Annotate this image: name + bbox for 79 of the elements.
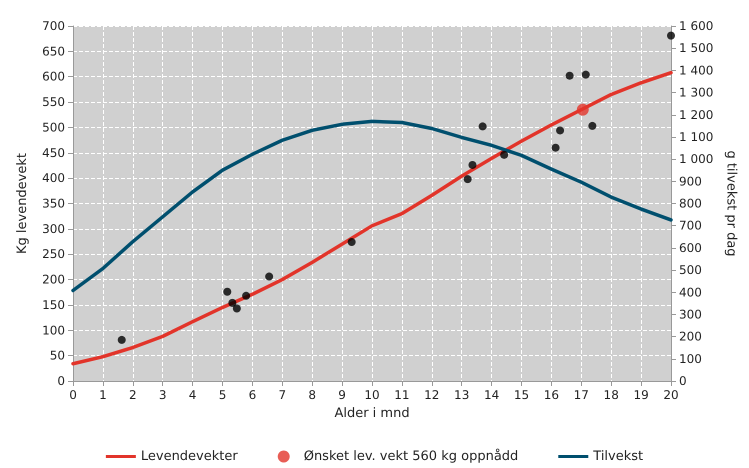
legend-label: Levendevekter — [140, 449, 238, 464]
point — [588, 122, 596, 130]
y-tick-label: 700 — [42, 19, 65, 33]
y-tick-label: 550 — [42, 95, 65, 110]
x-tick-label: 18 — [604, 388, 619, 402]
y2-tick-label: 1 300 — [679, 86, 714, 100]
point — [556, 126, 564, 134]
y2-tick-label: 1 200 — [679, 108, 714, 122]
x-tick-label: 2 — [128, 388, 137, 402]
x-tick-label: 6 — [248, 388, 256, 402]
y2-tick-label: 1 400 — [679, 63, 714, 78]
point — [223, 288, 232, 296]
y2-tick-label: 1 600 — [679, 19, 714, 33]
x-tick-label: 20 — [663, 388, 679, 402]
point — [576, 104, 589, 116]
y2-tick-label: 1 000 — [679, 152, 714, 166]
y2-tick-label: 900 — [679, 174, 702, 188]
x-tick-label: 3 — [158, 388, 167, 402]
y2-tick-label: 500 — [679, 263, 702, 278]
point — [582, 70, 590, 79]
legend-label: Tilvekst — [592, 449, 644, 464]
point — [478, 122, 487, 130]
y2-tick-label: 600 — [679, 240, 702, 255]
x-tick-label: 15 — [514, 388, 530, 402]
x-tick-label: 5 — [218, 388, 226, 402]
point — [667, 32, 675, 40]
y-tick-label: 600 — [42, 70, 65, 84]
y2-tick-label: 300 — [679, 307, 702, 322]
y-axis-title: Kg levendevekt — [15, 152, 30, 254]
point — [228, 298, 236, 307]
legend-label: Ønsket lev. vekt 560 kg oppnådd — [304, 448, 518, 464]
y-tick-label: 450 — [42, 146, 65, 160]
x-tick-label: 8 — [308, 388, 316, 402]
y2-tick-label: 800 — [679, 196, 702, 210]
y2-tick-label: 700 — [679, 218, 702, 233]
x-tick-label: 4 — [188, 388, 196, 402]
x-tick-label: 11 — [394, 388, 410, 402]
y2-tick-label: 400 — [679, 285, 702, 300]
x-tick-label: 1 — [99, 388, 107, 402]
x-tick-label: 10 — [364, 388, 380, 402]
point — [242, 292, 250, 300]
point — [464, 175, 472, 184]
x-tick-label: 7 — [278, 388, 286, 402]
x-axis-title: Alder i mnd — [334, 406, 410, 421]
y-tick-label: 300 — [42, 222, 65, 236]
y2-axis-title: g tilvekst pr dag — [723, 150, 738, 257]
point — [348, 238, 356, 246]
point — [265, 272, 274, 281]
y-tick-label: 0 — [57, 374, 65, 388]
x-tick-label: 9 — [338, 388, 346, 402]
y-tick-label: 350 — [42, 196, 65, 210]
y-tick-label: 250 — [42, 247, 65, 262]
point — [500, 150, 508, 159]
y2-tick-label: 1 100 — [679, 130, 714, 144]
point — [118, 336, 126, 344]
point — [468, 160, 476, 169]
x-tick-label: 19 — [633, 388, 649, 402]
y-tick-label: 150 — [42, 298, 65, 312]
y-tick-label: 500 — [42, 120, 65, 134]
y-tick-label: 100 — [42, 323, 65, 338]
x-tick-label: 17 — [574, 388, 589, 402]
y-tick-label: 200 — [42, 272, 65, 287]
line-series — [71, 70, 673, 366]
x-tick-label: 14 — [484, 388, 500, 402]
y-tick-label: 400 — [42, 171, 65, 186]
point — [566, 72, 574, 80]
y2-tick-label: 0 — [679, 374, 687, 388]
x-tick-label: 16 — [544, 388, 560, 402]
y-tick-label: 650 — [42, 44, 65, 58]
y2-tick-label: 100 — [679, 352, 702, 366]
line-series — [71, 120, 673, 292]
x-tick-label: 12 — [424, 388, 440, 402]
x-tick-label: 0 — [69, 388, 77, 402]
point — [552, 144, 560, 152]
x-tick-label: 13 — [454, 388, 470, 402]
point — [232, 304, 241, 312]
y-tick-label: 50 — [50, 348, 65, 363]
y2-tick-label: 1 500 — [679, 41, 714, 56]
y2-tick-label: 200 — [679, 330, 702, 344]
